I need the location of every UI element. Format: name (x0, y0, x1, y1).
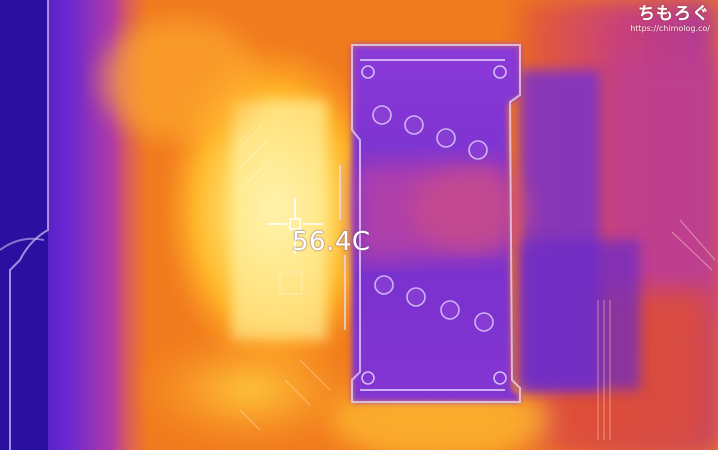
crosshair-icon (267, 198, 323, 254)
temperature-readout: 56.4C (292, 227, 371, 257)
watermark-logo: ちもろぐ (638, 4, 710, 24)
watermark-url: https://chimolog.co/ (630, 24, 710, 33)
watermark: ちもろぐ https://chimolog.co/ (630, 4, 710, 34)
